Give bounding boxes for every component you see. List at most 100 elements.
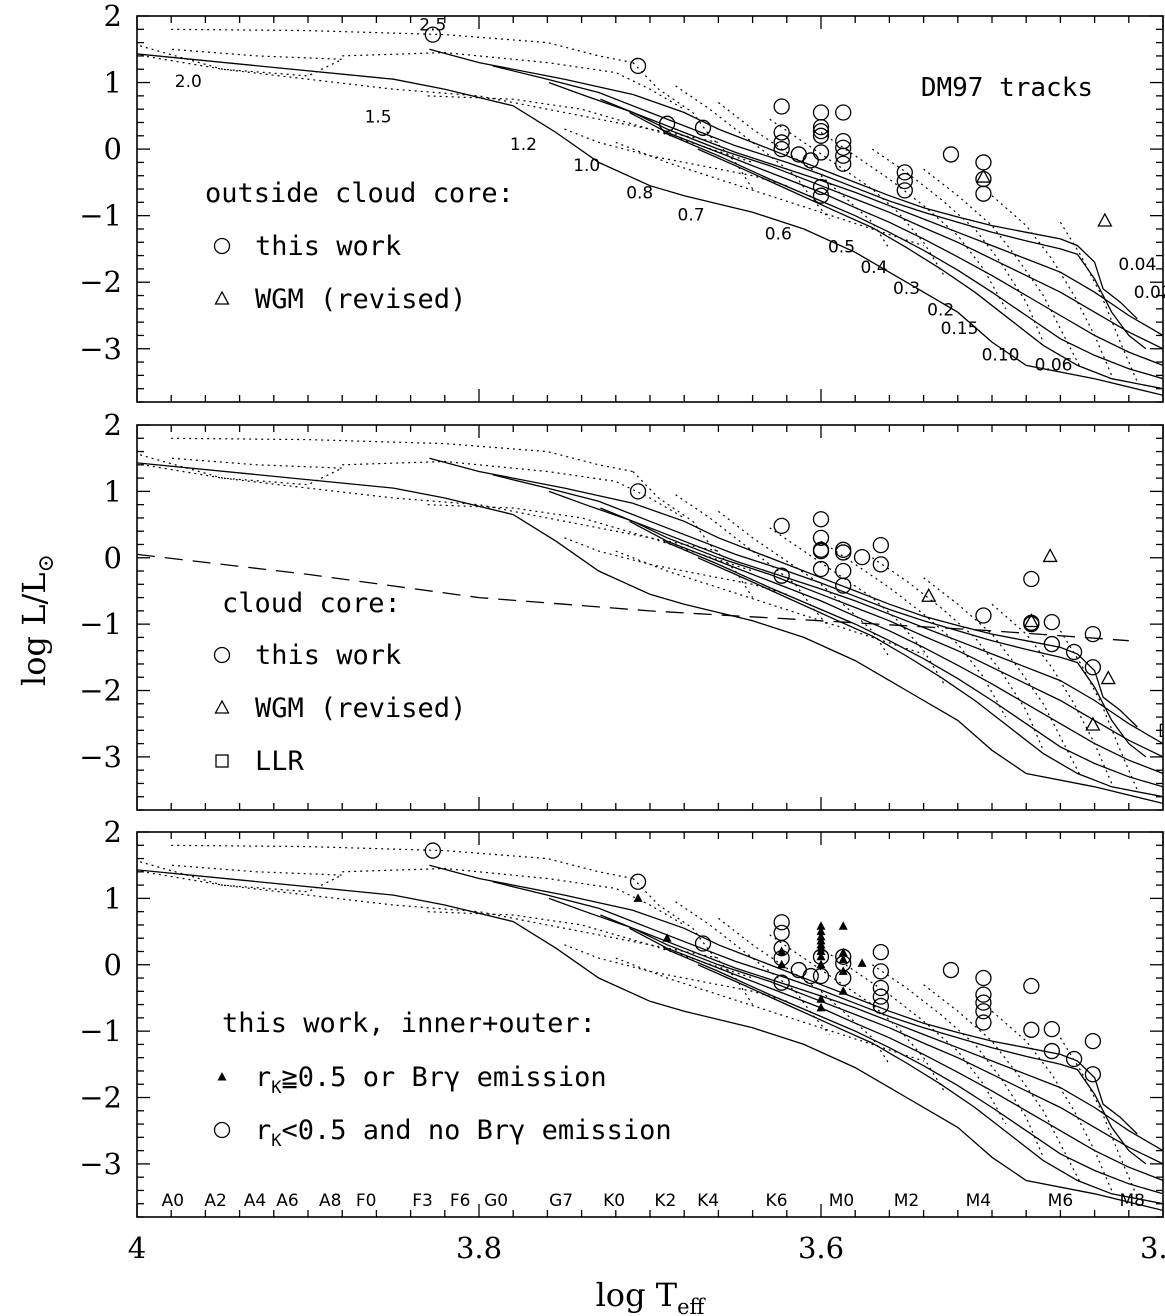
legend: cloud core: this work WGM (revised) LLR: [213, 588, 466, 777]
evolutionary-track-line: [697, 964, 1163, 1205]
data-point-circle: [975, 986, 992, 1003]
evolutionary-track-line: [629, 520, 1163, 775]
data-point-circle: [1065, 643, 1083, 661]
data-point-filled-triangle: [662, 933, 672, 942]
track-mass-label: 0.02: [1134, 283, 1165, 303]
data-point-circle: [773, 924, 790, 942]
data-point-circle: [975, 1014, 992, 1031]
data-point-triangle: [1097, 212, 1113, 227]
legend-heading: cloud core:: [222, 588, 401, 619]
data-point-filled-triangle: [838, 921, 848, 930]
data-point-circle: [812, 948, 830, 965]
data-point-circle: [773, 517, 790, 535]
corner-label: DM97 tracks: [921, 73, 1093, 103]
spectral-type-label: K6: [766, 1191, 788, 1211]
legend-entry-label: LLR: [255, 746, 305, 777]
data-point-circle: [942, 961, 960, 979]
data-point-circle: [790, 961, 807, 979]
y-tick-label: −1: [79, 1014, 122, 1048]
isochrone-line: [615, 957, 924, 1062]
isochrone-line: [427, 95, 753, 163]
data-point-circle: [812, 127, 830, 144]
isochrone-line: [615, 141, 924, 247]
data-point-circle: [975, 969, 992, 987]
data-point-circle: [942, 146, 960, 163]
track-mass-label: 0.8: [626, 183, 653, 203]
track-mass-label: 0.5: [828, 237, 855, 257]
data-point-circle: [835, 147, 852, 164]
data-point-circle: [1043, 635, 1060, 653]
isochrone-line: [342, 51, 685, 110]
spectral-type-label: F3: [412, 1191, 433, 1211]
data-point-filled-triangle: [838, 954, 848, 963]
data-point-circle: [812, 511, 830, 528]
isochrone-line: [427, 911, 753, 979]
data-point-circle: [773, 940, 790, 957]
plot-area: [137, 842, 1163, 1212]
spectral-type-label: M8: [1119, 1191, 1144, 1211]
data-point-circle: [872, 988, 889, 1005]
legend-marker-circle: [213, 1121, 231, 1139]
data-point-circle: [812, 178, 830, 196]
y-tick-label: 2: [104, 0, 122, 33]
y-tick-label: −3: [79, 740, 122, 774]
legend-marker-circle: [213, 237, 231, 255]
data-point-circle: [872, 979, 889, 997]
isochrone-line: [923, 984, 1082, 1185]
evolutionary-track-line: [429, 48, 1138, 320]
spectral-type-label: G7: [549, 1191, 573, 1211]
y-axis-label: log L/L⊙: [15, 554, 59, 686]
evolutionary-track-line: [697, 557, 1163, 798]
data-point-triangle: [1042, 548, 1058, 563]
data-point-circle: [1043, 1042, 1060, 1060]
legend-marker-filled-triangle: [217, 1072, 227, 1081]
data-point-circle: [812, 118, 830, 136]
data-point-circle: [835, 969, 852, 987]
track-mass-label: 0.06: [1035, 356, 1073, 376]
data-point-circle: [694, 119, 712, 136]
data-point-circle: [896, 164, 913, 181]
y-tick-label: 2: [104, 815, 122, 849]
x-tick-label: 3.8: [456, 1231, 502, 1265]
data-point-circle: [773, 140, 790, 158]
legend-entry-label: WGM (revised): [255, 284, 466, 315]
data-point-filled-triangle: [816, 926, 826, 936]
track-mass-label: 0.4: [860, 258, 887, 278]
data-point-circle: [812, 122, 830, 140]
data-point-circle: [773, 567, 790, 584]
data-point-circle: [835, 948, 852, 965]
track-mass-label: 0.2: [927, 300, 954, 320]
y-tick-label: 0: [104, 948, 122, 982]
evolutionary-track-line: [137, 462, 1163, 805]
spectral-type-label: M4: [966, 1191, 991, 1211]
dashed-boundary-line: [137, 553, 1129, 642]
data-point-circle: [1023, 615, 1040, 633]
data-point-circle: [629, 873, 647, 890]
y-tick-label: 1: [104, 474, 122, 508]
data-point-circle: [975, 994, 992, 1011]
x-tick-label: 3.6: [798, 1231, 844, 1265]
isochrone-line: [632, 471, 754, 598]
data-point-circle: [658, 115, 676, 132]
spectral-type-label: M0: [829, 1191, 854, 1211]
track-mass-label: 1.5: [365, 107, 392, 127]
track-mass-label: 2.0: [175, 72, 202, 92]
data-point-circle: [802, 152, 819, 169]
spectral-type-label: K4: [697, 1191, 719, 1211]
isochrone-line: [632, 878, 754, 1005]
data-point-filled-triangle: [816, 1002, 826, 1012]
evolutionary-track-line: [600, 98, 1163, 350]
data-point-filled-triangle: [838, 986, 848, 995]
evolutionary-track-line: [548, 897, 1163, 1152]
data-point-circle: [424, 26, 441, 43]
evolutionary-track-line: [429, 864, 1138, 1135]
isochrone-line: [991, 1010, 1113, 1191]
data-point-filled-triangle: [633, 893, 643, 902]
spectral-type-label: A2: [204, 1191, 226, 1211]
evolutionary-track-line: [600, 507, 1163, 758]
evolutionary-track-line: [548, 81, 1163, 337]
track-mass-label: 0.10: [982, 346, 1020, 366]
evolutionary-track-line: [492, 881, 1147, 1165]
data-point-circle: [835, 104, 852, 121]
isochrone-line: [171, 437, 634, 473]
